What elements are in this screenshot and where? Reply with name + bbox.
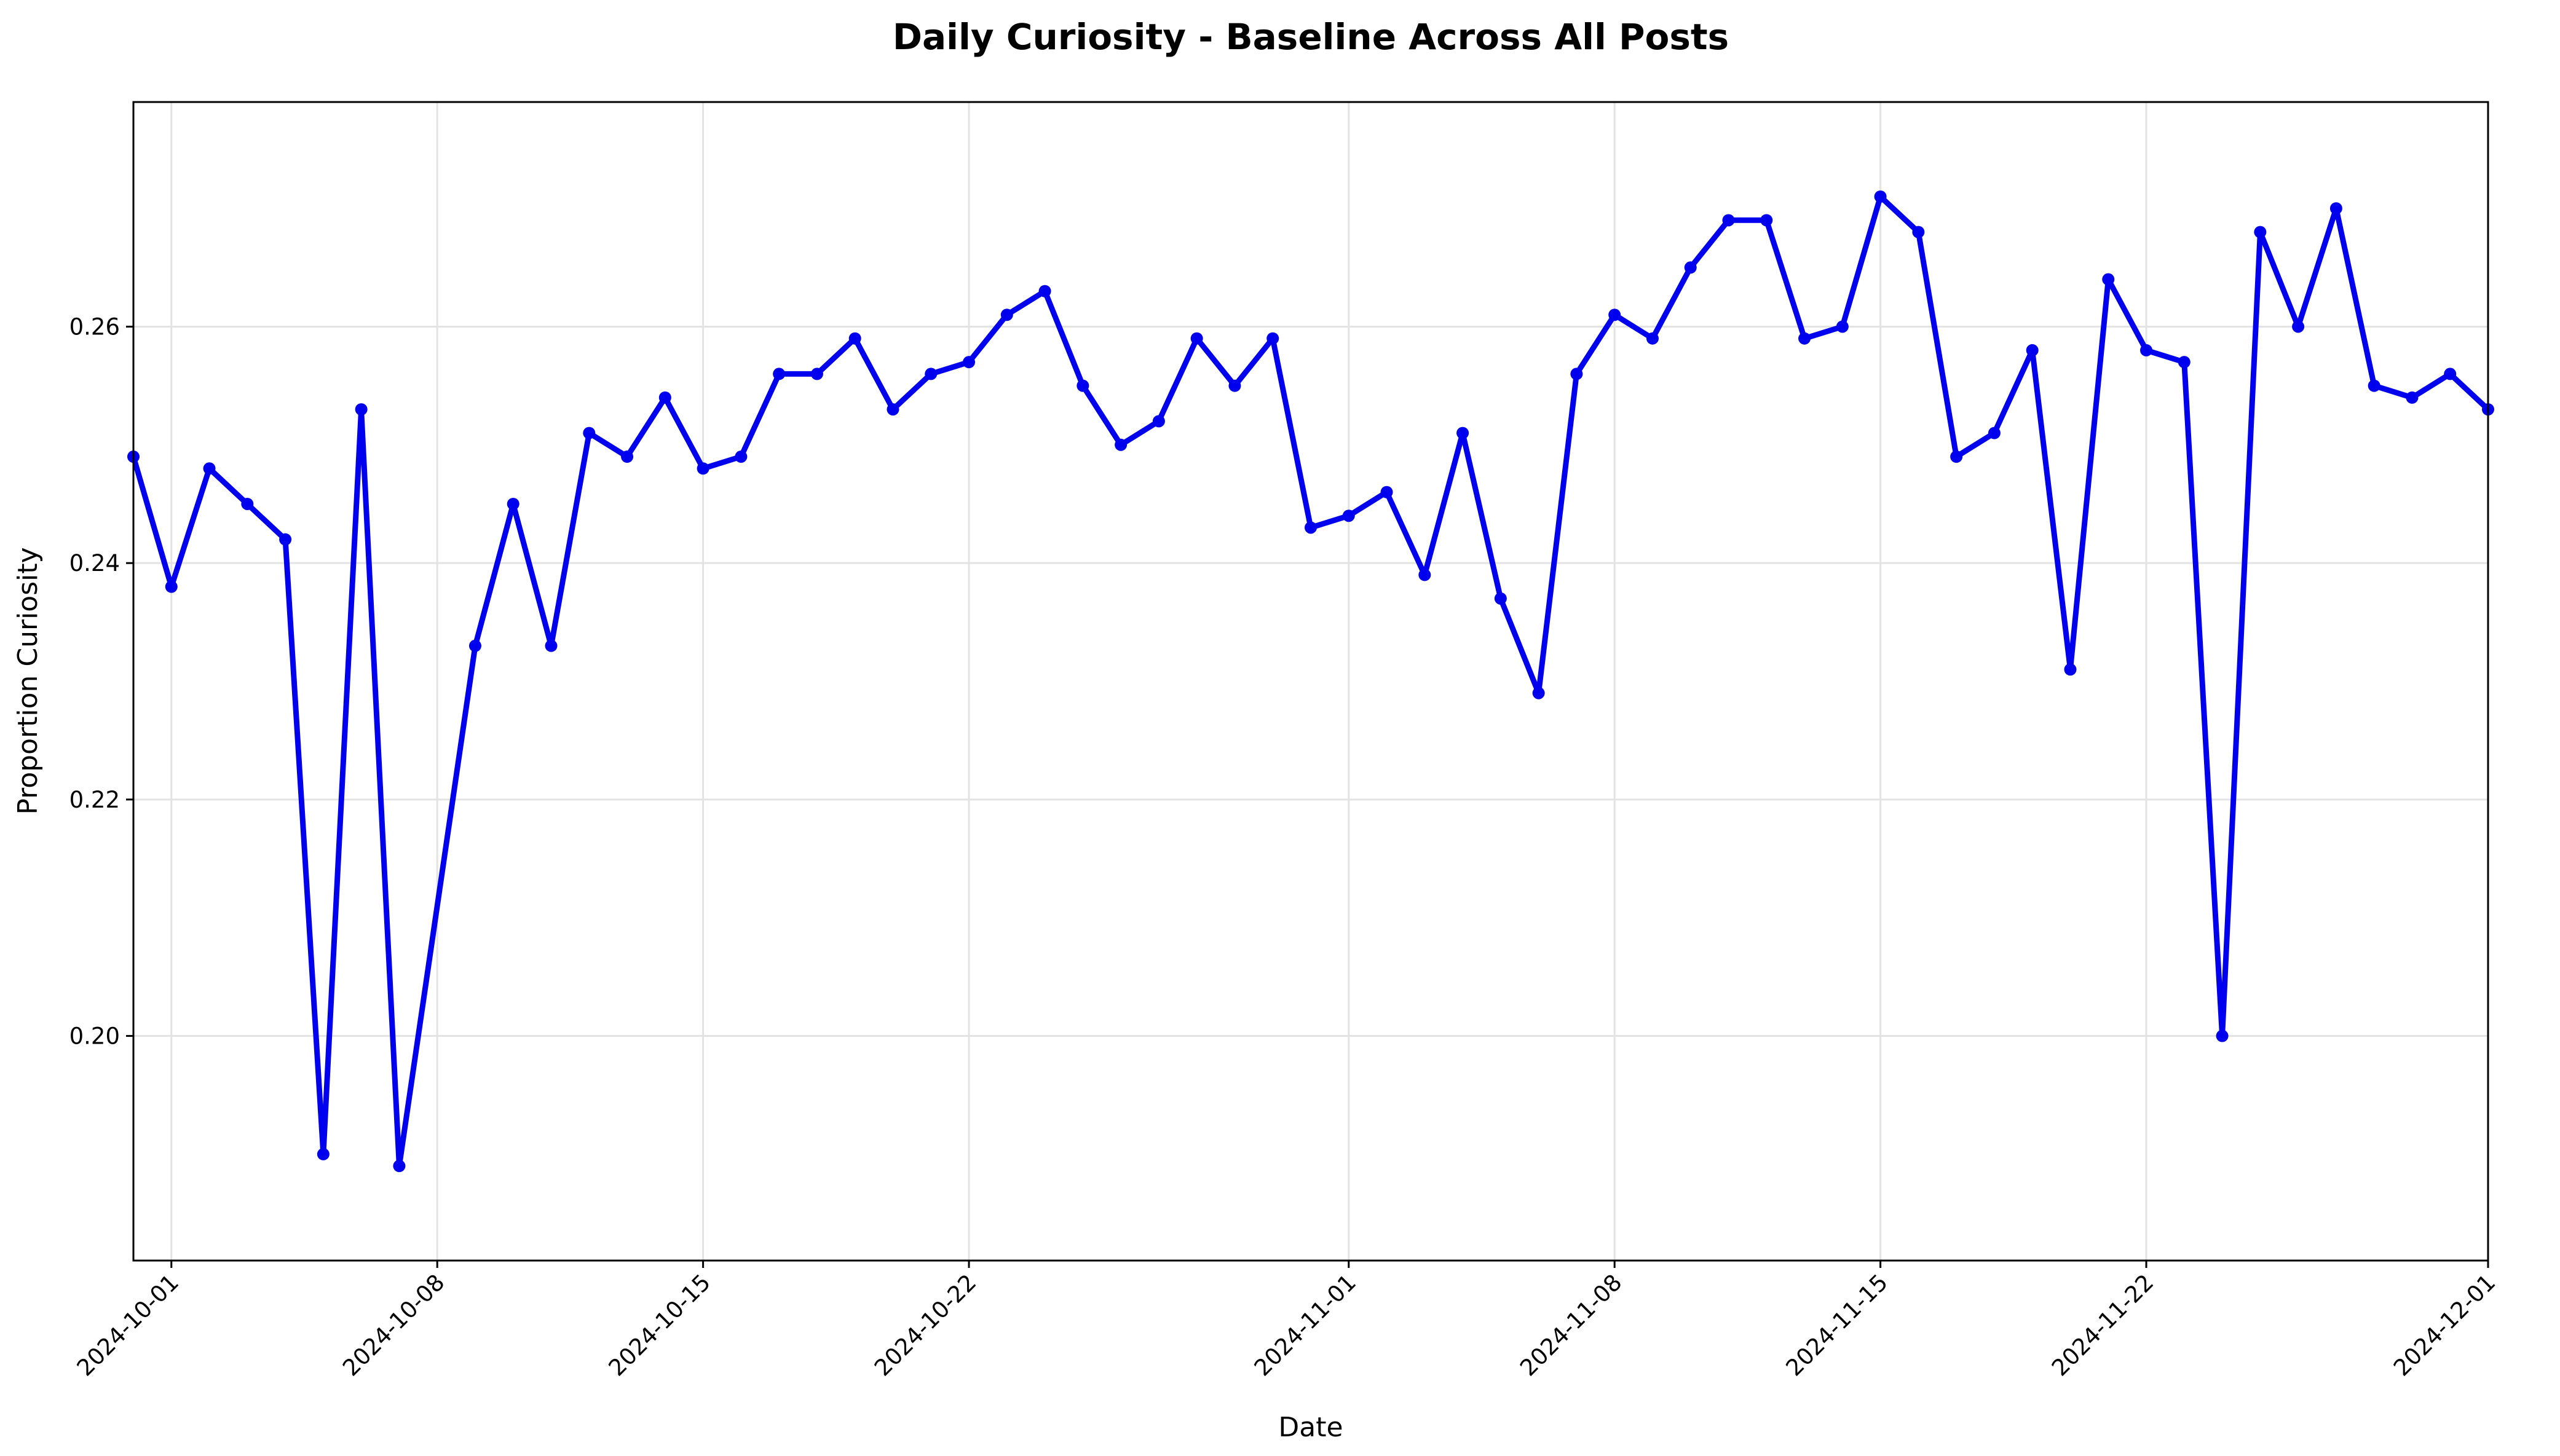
data-point — [1646, 332, 1659, 345]
data-point — [1000, 309, 1013, 321]
data-point — [2406, 391, 2419, 404]
x-axis-label: Date — [1278, 1412, 1343, 1443]
data-point — [2216, 1029, 2229, 1042]
data-point — [165, 580, 178, 593]
data-point — [1456, 427, 1469, 439]
data-point — [468, 639, 481, 652]
data-point — [583, 427, 596, 439]
data-point — [925, 368, 938, 380]
chart-title: Daily Curiosity - Baseline Across All Po… — [893, 16, 1729, 58]
data-point — [545, 639, 558, 652]
x-tick-label: 2024-10-01 — [72, 1269, 184, 1381]
data-point — [317, 1147, 330, 1160]
data-point — [658, 391, 671, 404]
data-point — [2102, 273, 2115, 286]
x-tick-label: 2024-10-15 — [604, 1269, 716, 1381]
data-point — [2444, 368, 2457, 380]
data-point — [810, 368, 823, 380]
y-tick-label: 0.22 — [69, 787, 120, 813]
y-axis: 0.20 0.22 0.24 0.26 — [69, 313, 133, 1050]
data-point — [848, 332, 861, 345]
data-point — [1722, 214, 1735, 227]
data-points — [127, 190, 2494, 1173]
data-point — [2254, 226, 2267, 238]
data-point — [1912, 226, 1925, 238]
data-point — [1418, 569, 1431, 581]
data-point — [621, 451, 634, 463]
data-point — [963, 356, 976, 369]
data-point — [1152, 415, 1165, 428]
data-point — [1950, 451, 1963, 463]
data-point — [773, 368, 786, 380]
x-tick-label: 2024-10-08 — [338, 1269, 449, 1381]
data-point — [279, 533, 292, 546]
data-point — [1305, 521, 1317, 534]
data-point — [1494, 592, 1507, 605]
data-point — [1798, 332, 1811, 345]
data-point — [887, 403, 899, 416]
data-point — [1266, 332, 1279, 345]
data-point — [1038, 285, 1051, 297]
data-point — [2178, 356, 2191, 369]
data-point — [1570, 368, 1583, 380]
x-tick-label: 2024-12-01 — [2388, 1269, 2500, 1381]
data-point — [393, 1160, 406, 1173]
x-tick-label: 2024-11-01 — [1249, 1269, 1361, 1381]
data-point — [2064, 663, 2077, 676]
y-tick-label: 0.20 — [69, 1023, 120, 1050]
x-tick-label: 2024-11-22 — [2047, 1269, 2159, 1381]
data-point — [1874, 190, 1887, 203]
data-point — [2026, 344, 2039, 356]
data-point — [2329, 202, 2342, 215]
plot-frame — [132, 101, 2489, 1262]
y-axis-label: Proportion Curiosity — [12, 547, 44, 814]
data-point — [1532, 687, 1545, 699]
data-point — [2140, 344, 2153, 356]
data-point — [1988, 427, 2001, 439]
x-axis: 2024-10-01 2024-10-08 2024-10-15 2024-10-22… — [72, 1261, 2500, 1381]
data-point — [2292, 320, 2305, 333]
data-point — [2368, 379, 2380, 392]
y-tick-label: 0.24 — [69, 550, 120, 576]
data-point — [1380, 486, 1393, 498]
data-point — [1684, 261, 1697, 274]
data-point — [1228, 379, 1241, 392]
data-point — [203, 462, 216, 475]
data-point — [241, 497, 254, 510]
data-point — [1760, 214, 1773, 227]
data-point — [1608, 309, 1621, 321]
data-point — [1115, 438, 1128, 451]
data-point — [1342, 510, 1355, 522]
data-point — [1190, 332, 1203, 345]
data-point — [1077, 379, 1089, 392]
series-line — [130, 194, 2491, 1169]
x-tick-label: 2024-11-08 — [1515, 1269, 1627, 1381]
y-tick-label: 0.26 — [69, 313, 120, 340]
data-point — [1836, 320, 1849, 333]
data-point — [697, 462, 709, 475]
x-tick-label: 2024-10-22 — [869, 1269, 981, 1381]
data-point — [735, 451, 748, 463]
x-tick-label: 2024-11-15 — [1781, 1269, 1893, 1381]
grid-lines — [133, 102, 2489, 1261]
data-point — [507, 497, 520, 510]
data-point — [355, 403, 368, 416]
